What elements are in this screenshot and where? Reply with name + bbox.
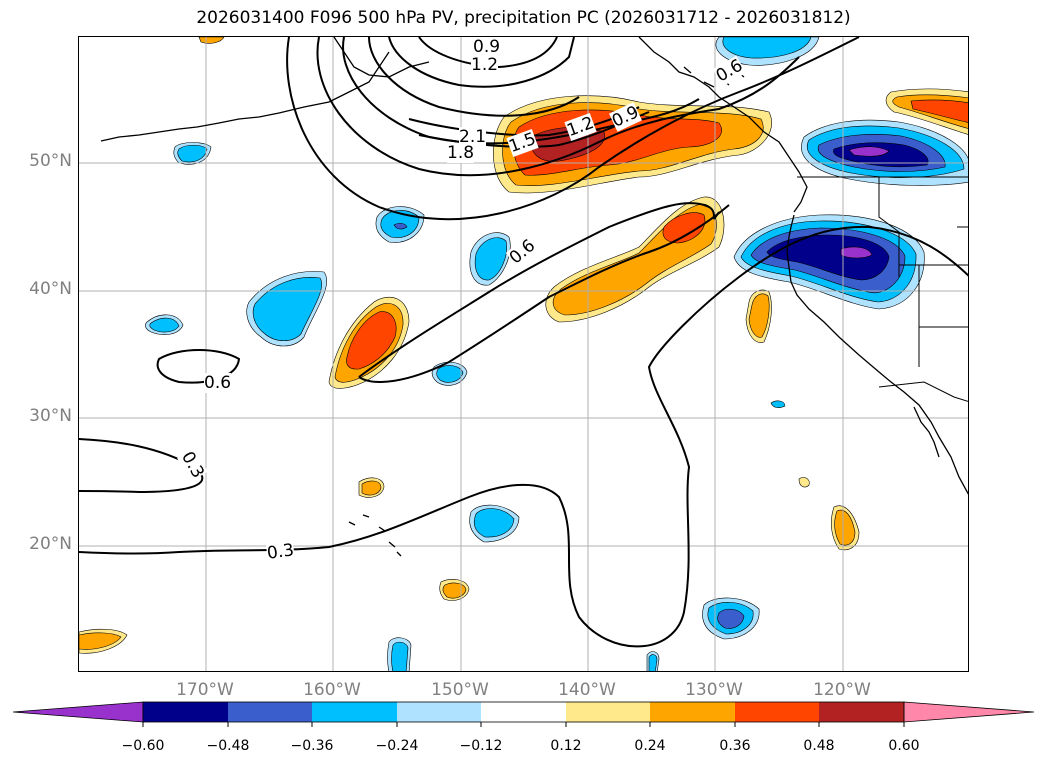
lat-label-50n: 50°N <box>29 151 72 171</box>
colorbar-segment <box>143 702 228 722</box>
colorbar-segment <box>228 702 312 722</box>
political-borders <box>797 176 968 402</box>
colorbar-tick-label: 0.36 <box>719 738 751 754</box>
contour-label: 0.6 <box>204 373 232 393</box>
lon-label-140w: 140°W <box>558 680 616 700</box>
contour-label: 2.1 <box>459 127 487 147</box>
contour-label: 1.8 <box>447 143 475 163</box>
lon-label-150w: 150°W <box>431 680 489 700</box>
colorbar-segment <box>819 702 904 722</box>
contour-label: 0.3 <box>265 540 296 564</box>
colorbar-segment <box>735 702 819 722</box>
lon-label-120w: 120°W <box>813 680 871 700</box>
precip-negative-fill <box>145 37 968 671</box>
colorbar-segment <box>481 702 566 722</box>
colorbar-tick-label: −0.36 <box>290 738 334 754</box>
colorbar-tick-label: −0.60 <box>121 738 165 754</box>
colorbar-tick-label: −0.24 <box>375 738 419 754</box>
colorbar-frame <box>142 701 905 723</box>
graticule <box>79 37 968 671</box>
colorbar-tick-label: −0.48 <box>206 738 250 754</box>
colorbar-tick-label: −0.12 <box>459 738 503 754</box>
contour-label: 1.2 <box>471 55 499 75</box>
contour-label: 0.9 <box>473 37 501 57</box>
lat-label-20n: 20°N <box>29 534 72 554</box>
lon-label-160w: 160°W <box>303 680 361 700</box>
colorbar-tick-label: 0.48 <box>803 738 835 754</box>
lon-label-130w: 130°W <box>685 680 743 700</box>
colorbar-segment <box>566 702 650 722</box>
lat-label-30n: 30°N <box>29 406 72 426</box>
colorbar-segment <box>12 701 144 723</box>
colorbar-segment <box>650 702 735 722</box>
colorbar-tick-label: 0.60 <box>888 738 920 754</box>
lon-label-170w: 170°W <box>176 680 234 700</box>
map-panel: 0.9 1.2 2.1 1.8 1.5 1.2 0.9 0.6 0.6 0.6 … <box>78 36 969 672</box>
lat-label-40n: 40°N <box>29 279 72 299</box>
colorbar-tick-label: 0.24 <box>634 738 666 754</box>
colorbar-segment <box>397 702 481 722</box>
colorbar-segment <box>312 702 397 722</box>
map-title: 2026031400 F096 500 hPa PV, precipitatio… <box>196 8 851 28</box>
colorbar-tick-label: 0.12 <box>550 738 582 754</box>
coastlines <box>100 37 968 557</box>
colorbar-segment <box>903 701 1035 723</box>
pv-contours <box>79 37 968 648</box>
colorbar <box>12 701 1035 727</box>
